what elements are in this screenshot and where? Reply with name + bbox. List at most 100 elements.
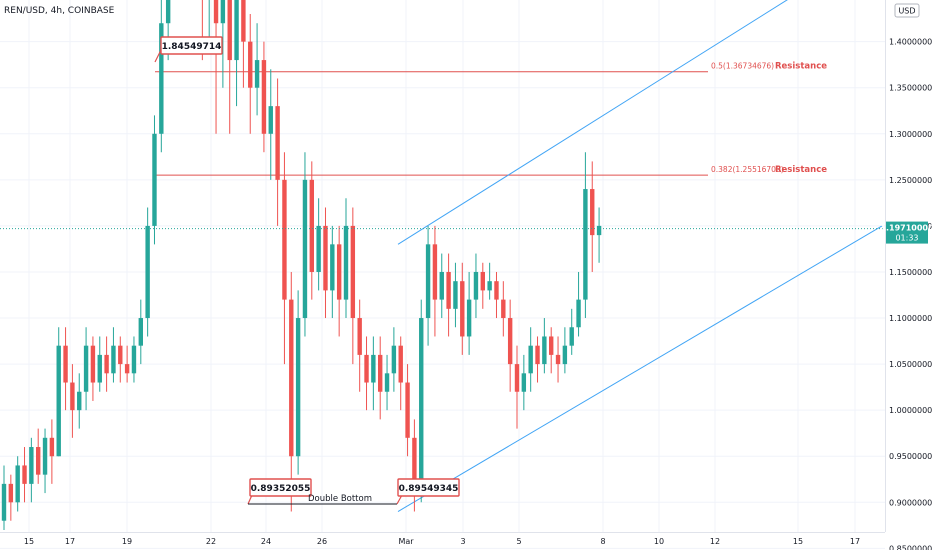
candle-body — [289, 299, 294, 457]
candle-body — [261, 60, 267, 134]
candle-body — [439, 271, 444, 300]
price-tick-label: 1.00000000 — [889, 406, 932, 415]
candle — [460, 262, 465, 355]
candle — [261, 41, 267, 153]
candle-body — [131, 345, 137, 374]
candle-body — [90, 345, 96, 383]
candle — [145, 207, 150, 337]
candle-body — [227, 0, 232, 61]
candle — [316, 198, 321, 291]
candle — [398, 336, 403, 411]
candle-body — [77, 391, 82, 411]
candle — [56, 327, 61, 457]
candle — [275, 78, 280, 226]
candle — [227, 0, 232, 134]
candle — [104, 336, 109, 392]
candle-body — [378, 354, 383, 392]
candle — [350, 207, 356, 365]
candle — [521, 354, 527, 411]
candle-countdown: 01:33 — [895, 234, 918, 243]
candle — [583, 152, 588, 319]
candle — [138, 299, 143, 365]
price-tick-label: 1.45000000 — [889, 0, 932, 1]
time-tick-label: 24 — [261, 537, 271, 546]
candle-body — [282, 179, 287, 300]
candle-body — [145, 225, 150, 319]
candle — [124, 345, 130, 383]
candle — [501, 281, 506, 337]
candle-body — [42, 437, 48, 475]
candle-body — [254, 60, 260, 88]
candle-body — [1, 483, 7, 521]
candle — [254, 23, 260, 116]
candle-body — [70, 382, 75, 411]
candle-body — [357, 318, 362, 355]
fib-level-label: 0.382(1.25516700) — [711, 165, 784, 174]
candle — [234, 0, 239, 107]
candle — [241, 0, 246, 88]
candle — [405, 364, 410, 457]
candle-body — [391, 345, 397, 374]
current-price-tag — [886, 221, 928, 244]
candle-body — [364, 354, 369, 383]
candle-body — [268, 106, 273, 134]
time-tick-label: 17 — [65, 537, 75, 546]
time-tick-label: 10 — [654, 537, 664, 546]
time-tick-label: 17 — [850, 537, 860, 546]
candle-body — [343, 225, 349, 300]
time-axis[interactable]: 15 17 19 22 24 26 Mar 3 5 8 10 12 15 17 — [24, 537, 860, 546]
price-tick-label: 1.35000000 — [889, 84, 932, 93]
candle — [391, 327, 397, 392]
channel-upper-line — [397, 0, 788, 245]
candle — [213, 0, 219, 134]
candle-body — [118, 345, 123, 365]
candle-body — [569, 327, 574, 346]
candle-body — [350, 225, 356, 319]
candle — [220, 0, 226, 88]
candle-body — [480, 271, 485, 291]
candle-body — [514, 364, 520, 392]
candle-body — [323, 225, 328, 291]
candle — [446, 253, 451, 337]
candle-body — [97, 354, 102, 383]
candle-body — [473, 271, 479, 300]
currency-badge-box[interactable] — [894, 3, 920, 18]
time-tick-label: 12 — [710, 537, 720, 546]
candle-body — [83, 345, 89, 392]
candle — [90, 336, 96, 401]
candle-body — [542, 336, 547, 365]
candle — [343, 198, 349, 319]
candle-body — [384, 373, 390, 392]
candle — [22, 447, 27, 503]
candle — [569, 308, 574, 355]
candle-body — [596, 225, 602, 236]
candle-body — [241, 0, 246, 42]
candle-body — [555, 354, 561, 365]
chart-annotations: 1.84549714 0.89352055 0.89549345 Double Bot… — [154, 36, 460, 505]
candle — [487, 262, 492, 300]
fib-level-label: 0.5(1.36734676) — [711, 62, 774, 71]
candle-body — [316, 225, 321, 272]
candle — [357, 299, 362, 392]
candle-body — [248, 41, 253, 88]
candle-body — [583, 189, 588, 300]
candle — [165, 0, 171, 61]
candle — [371, 336, 376, 411]
candle-body — [535, 345, 540, 365]
candle-body — [487, 281, 492, 291]
high-callout-pointer — [154, 49, 162, 63]
candle-body — [111, 345, 116, 374]
candle-body — [412, 437, 417, 484]
time-tick-label: 22 — [206, 537, 216, 546]
candle — [466, 271, 472, 355]
candle-body — [22, 465, 27, 484]
time-tick-label: 3 — [460, 537, 465, 546]
candle-body — [562, 345, 568, 365]
candle-body — [432, 244, 438, 300]
candle — [596, 207, 602, 263]
candle-body — [446, 271, 451, 309]
candle — [590, 161, 595, 272]
